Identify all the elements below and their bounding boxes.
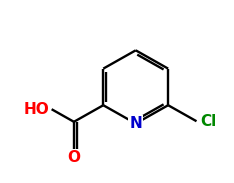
Text: HO: HO [24, 102, 49, 117]
Text: O: O [67, 150, 80, 165]
Text: N: N [129, 116, 142, 131]
Text: Cl: Cl [201, 114, 217, 129]
